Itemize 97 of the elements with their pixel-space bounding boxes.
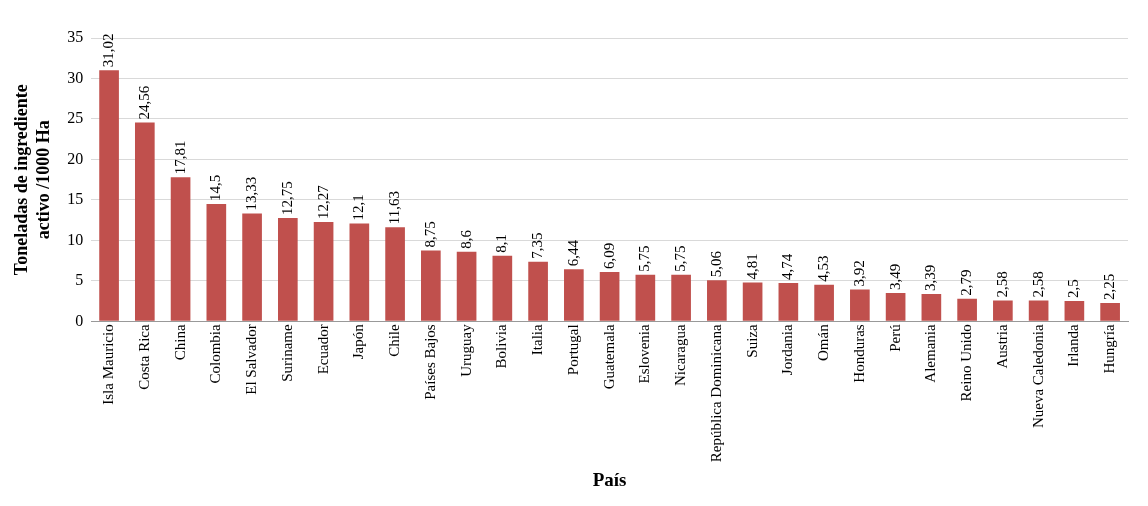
- y-axis-title: Toneladas de ingrediente activo /1000 Ha: [11, 84, 54, 276]
- bar: [1100, 303, 1120, 321]
- data-label: 5,75: [672, 245, 689, 272]
- x-tick-label: Alemania: [922, 323, 939, 383]
- bar: [599, 272, 620, 321]
- x-tick-label: Ecuador: [314, 324, 331, 375]
- data-label: 5,75: [636, 245, 653, 272]
- bar: [564, 269, 584, 321]
- data-label: 2,79: [958, 269, 975, 296]
- x-tick-label: Omán: [815, 323, 832, 361]
- data-label: 6,09: [600, 242, 617, 270]
- x-tick-label: Reino Unido: [958, 324, 975, 402]
- data-label: 2,58: [993, 271, 1010, 298]
- bar: [278, 218, 298, 321]
- data-label: 31,02: [100, 33, 117, 68]
- x-tick-label: Costa Rica: [135, 323, 152, 390]
- bar: [957, 298, 977, 321]
- data-label: 4,74: [779, 253, 796, 280]
- x-axis-title: País: [592, 468, 627, 490]
- bar: [635, 274, 656, 321]
- x-tick-label: Suriname: [278, 324, 295, 382]
- y-tick-label: 5: [75, 271, 84, 289]
- bar: [456, 251, 477, 321]
- data-label: 12,75: [278, 181, 295, 216]
- bar: [671, 274, 691, 321]
- data-label: 8,6: [457, 229, 474, 249]
- data-label: 24,56: [135, 85, 152, 120]
- bar: [528, 261, 548, 321]
- data-label: 3,49: [886, 263, 903, 291]
- bar: [242, 213, 262, 321]
- data-label: 11,63: [386, 190, 403, 225]
- bar: [885, 293, 906, 321]
- bar: [135, 122, 155, 321]
- x-tick-label: Perú: [886, 323, 903, 352]
- x-tick-label: Países Bajos: [421, 324, 438, 400]
- bar: [170, 177, 191, 321]
- x-tick-label: Guatemala: [600, 323, 617, 390]
- bar: [349, 223, 370, 321]
- x-tick-label: El Salvador: [243, 324, 260, 395]
- x-tick-label: Hungría: [1101, 323, 1118, 374]
- y-tick-label: 15: [67, 190, 84, 208]
- data-label: 8,1: [493, 234, 510, 253]
- data-label: 6,44: [564, 239, 581, 267]
- x-tick-label: Nicaragua: [672, 324, 689, 386]
- x-tick-label: Eslovenia: [636, 323, 653, 384]
- x-tick-label: Austria: [993, 324, 1010, 369]
- data-label: 3,92: [850, 260, 867, 287]
- data-label: 4,81: [743, 253, 760, 280]
- data-label: 17,81: [171, 140, 188, 175]
- bar: [206, 203, 227, 321]
- bar: [313, 222, 334, 321]
- data-label: 2,25: [1101, 273, 1118, 301]
- bar: [1028, 300, 1049, 321]
- x-tick-label: Colombia: [207, 323, 224, 384]
- bar: [814, 284, 834, 321]
- x-tick-label: Bolivia: [493, 323, 510, 369]
- y-tick-label: 35: [67, 28, 84, 46]
- x-tick-label: Jordania: [779, 324, 796, 376]
- bar: [742, 282, 763, 321]
- data-label: 12,1: [350, 194, 367, 221]
- x-tick-label: Honduras: [850, 324, 867, 383]
- data-label: 13,33: [243, 176, 260, 211]
- data-label: 2,5: [1065, 279, 1082, 299]
- x-tick-label: Japón: [350, 323, 367, 360]
- bar: [707, 280, 727, 321]
- bar: [99, 70, 119, 321]
- bar: [778, 282, 799, 321]
- bar: [850, 289, 870, 321]
- data-label: 7,35: [529, 232, 546, 259]
- y-tick-label: 0: [75, 311, 84, 329]
- data-label: 2,58: [1029, 271, 1046, 298]
- data-label: 8,75: [421, 221, 438, 248]
- bar: [385, 227, 405, 321]
- x-tick-label: Nueva Caledonia: [1029, 323, 1046, 429]
- x-tick-label: Isla Mauricio: [100, 324, 117, 405]
- bar: [1064, 301, 1085, 321]
- x-tick-label: República Dominicana: [707, 323, 724, 463]
- data-label: 5,06: [707, 250, 724, 278]
- x-tick-label: Uruguay: [457, 323, 474, 377]
- bar: [421, 250, 441, 321]
- data-label: 4,53: [815, 255, 832, 282]
- data-label: 14,5: [207, 174, 224, 201]
- bar: [921, 293, 942, 321]
- y-tick-label: 10: [67, 230, 84, 248]
- bar: [993, 300, 1013, 321]
- y-tick-label: 25: [67, 109, 84, 127]
- y-tick-label: 30: [67, 68, 84, 86]
- x-tick-label: Chile: [386, 323, 403, 357]
- x-tick-label: Suiza: [743, 323, 760, 358]
- x-tick-label: Irlanda: [1065, 324, 1082, 367]
- bar: [492, 255, 513, 321]
- y-tick-label: 20: [67, 149, 84, 167]
- x-tick-label: Portugal: [564, 324, 581, 376]
- data-label: 12,27: [314, 184, 331, 219]
- x-tick-label: Italia: [529, 324, 546, 356]
- x-tick-label: China: [171, 324, 188, 361]
- data-label: 3,39: [922, 264, 939, 291]
